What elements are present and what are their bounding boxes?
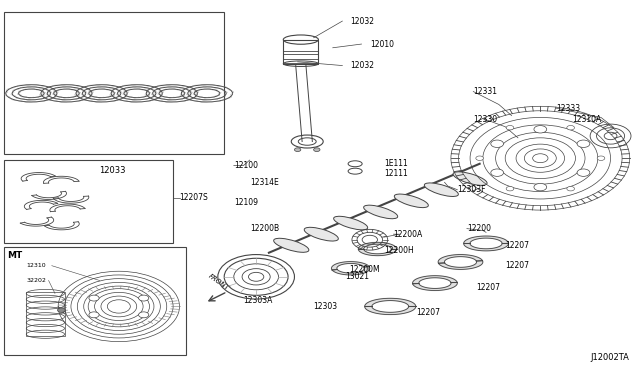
Text: 12100: 12100 bbox=[234, 161, 258, 170]
Circle shape bbox=[89, 312, 99, 318]
Polygon shape bbox=[20, 217, 54, 226]
Circle shape bbox=[314, 148, 320, 151]
Circle shape bbox=[577, 169, 590, 176]
Ellipse shape bbox=[274, 238, 309, 252]
Text: 12010: 12010 bbox=[370, 39, 394, 49]
Text: 12207: 12207 bbox=[476, 283, 500, 292]
Text: 12310: 12310 bbox=[26, 263, 46, 268]
Text: 12330: 12330 bbox=[473, 115, 497, 124]
Polygon shape bbox=[365, 307, 416, 315]
Polygon shape bbox=[358, 249, 397, 256]
Circle shape bbox=[577, 140, 590, 147]
Text: 12109: 12109 bbox=[234, 198, 258, 207]
Polygon shape bbox=[413, 282, 458, 291]
Text: FRONT: FRONT bbox=[207, 273, 230, 292]
Polygon shape bbox=[332, 267, 370, 275]
Polygon shape bbox=[45, 222, 79, 230]
Circle shape bbox=[58, 308, 65, 312]
Ellipse shape bbox=[394, 194, 428, 208]
Ellipse shape bbox=[453, 172, 487, 185]
Ellipse shape bbox=[304, 227, 339, 241]
Circle shape bbox=[491, 169, 504, 176]
Text: 12207: 12207 bbox=[416, 308, 440, 317]
Circle shape bbox=[597, 156, 605, 160]
Circle shape bbox=[534, 126, 547, 133]
Circle shape bbox=[476, 156, 483, 160]
Ellipse shape bbox=[364, 205, 397, 219]
Polygon shape bbox=[413, 276, 457, 284]
Text: J12002TA: J12002TA bbox=[591, 353, 630, 362]
Ellipse shape bbox=[333, 216, 368, 230]
Text: 12200H: 12200H bbox=[384, 246, 413, 255]
Text: 1E111: 1E111 bbox=[384, 159, 408, 168]
Text: 12303F: 12303F bbox=[458, 185, 486, 194]
Circle shape bbox=[567, 186, 575, 191]
Circle shape bbox=[294, 148, 301, 151]
Circle shape bbox=[506, 186, 514, 191]
Bar bbox=[284, 39, 319, 64]
Circle shape bbox=[139, 312, 148, 318]
Polygon shape bbox=[53, 196, 89, 203]
Polygon shape bbox=[358, 242, 397, 249]
Text: 12200A: 12200A bbox=[394, 230, 422, 239]
Text: 12032: 12032 bbox=[351, 61, 374, 70]
Circle shape bbox=[534, 183, 547, 191]
Polygon shape bbox=[32, 191, 67, 199]
Text: 12200: 12200 bbox=[467, 224, 491, 233]
Text: 12032: 12032 bbox=[351, 17, 374, 26]
Circle shape bbox=[491, 140, 504, 147]
Text: 32202: 32202 bbox=[26, 278, 46, 283]
Polygon shape bbox=[438, 261, 483, 269]
Text: 12314E: 12314E bbox=[250, 178, 278, 187]
Circle shape bbox=[567, 125, 575, 130]
Text: 12033: 12033 bbox=[99, 166, 125, 174]
Polygon shape bbox=[24, 201, 58, 209]
Circle shape bbox=[506, 125, 514, 130]
Text: 13021: 13021 bbox=[346, 272, 369, 281]
Text: 12331: 12331 bbox=[473, 87, 497, 96]
Polygon shape bbox=[21, 173, 55, 181]
Circle shape bbox=[89, 295, 99, 301]
Bar bbox=[4, 160, 173, 243]
Polygon shape bbox=[365, 298, 416, 307]
Text: 12333: 12333 bbox=[556, 104, 580, 113]
Polygon shape bbox=[464, 243, 508, 251]
Bar bbox=[26, 292, 65, 336]
Polygon shape bbox=[332, 262, 369, 270]
Text: 12303: 12303 bbox=[314, 302, 338, 311]
Text: 12200M: 12200M bbox=[349, 265, 380, 274]
Text: 12200B: 12200B bbox=[250, 224, 279, 233]
Text: 12207: 12207 bbox=[505, 241, 529, 250]
Ellipse shape bbox=[424, 183, 458, 196]
Text: 12111: 12111 bbox=[384, 169, 408, 177]
Bar bbox=[4, 12, 224, 154]
Polygon shape bbox=[50, 204, 85, 212]
Circle shape bbox=[139, 295, 148, 301]
Text: 12303A: 12303A bbox=[243, 296, 273, 305]
Polygon shape bbox=[464, 236, 508, 243]
Text: 12310A: 12310A bbox=[572, 115, 602, 124]
Polygon shape bbox=[438, 254, 483, 263]
Text: MT: MT bbox=[7, 251, 22, 260]
Text: 12207S: 12207S bbox=[179, 193, 208, 202]
Text: 12207: 12207 bbox=[505, 261, 529, 270]
Bar bbox=[4, 247, 186, 355]
Polygon shape bbox=[44, 176, 79, 183]
